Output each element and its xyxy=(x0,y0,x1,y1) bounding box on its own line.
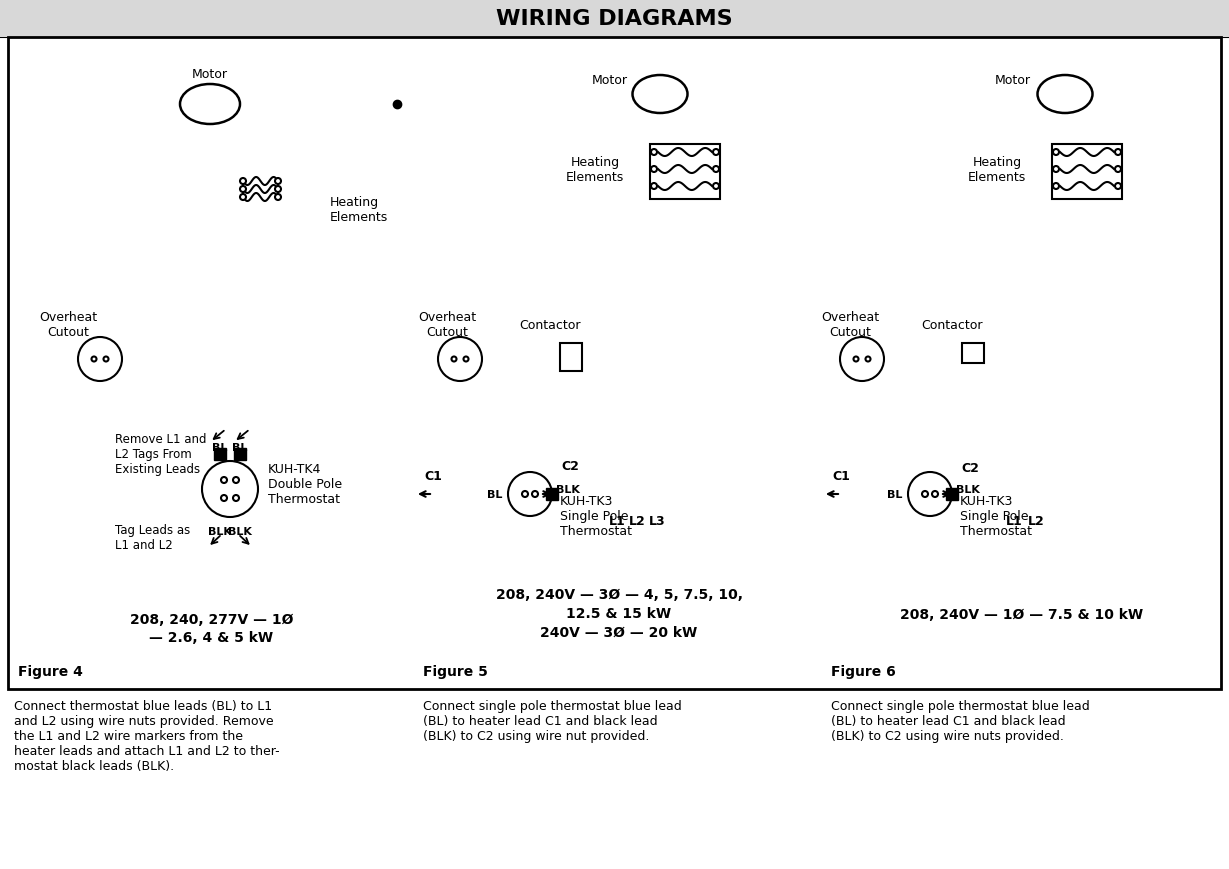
Circle shape xyxy=(240,195,246,201)
Circle shape xyxy=(91,357,97,362)
Ellipse shape xyxy=(633,76,687,114)
Circle shape xyxy=(221,495,227,501)
Ellipse shape xyxy=(179,85,240,125)
Circle shape xyxy=(275,195,281,201)
Text: BL: BL xyxy=(487,489,501,500)
Text: BL: BL xyxy=(232,442,248,453)
Circle shape xyxy=(1115,167,1121,173)
Text: Overheat
Cutout: Overheat Cutout xyxy=(821,310,879,339)
Text: WIRING DIAGRAMS: WIRING DIAGRAMS xyxy=(497,9,732,29)
Text: BL: BL xyxy=(213,442,227,453)
Circle shape xyxy=(463,357,468,362)
Text: C2: C2 xyxy=(562,460,579,473)
Text: Remove L1 and
L2 Tags From
Existing Leads: Remove L1 and L2 Tags From Existing Lead… xyxy=(116,433,206,476)
Circle shape xyxy=(1053,149,1059,156)
Text: Heating
Elements: Heating Elements xyxy=(331,196,388,223)
Text: KUH-TK3
Single Pole
Thermostat: KUH-TK3 Single Pole Thermostat xyxy=(560,495,632,538)
Text: Motor: Motor xyxy=(995,73,1031,86)
Text: Figure 6: Figure 6 xyxy=(831,664,896,678)
Text: Connect thermostat blue leads (BL) to L1
and L2 using wire nuts provided. Remove: Connect thermostat blue leads (BL) to L1… xyxy=(14,700,280,773)
Text: Connect single pole thermostat blue lead
(BL) to heater lead C1 and black lead
(: Connect single pole thermostat blue lead… xyxy=(831,700,1090,742)
Text: 12.5 & 15 kW: 12.5 & 15 kW xyxy=(567,607,671,620)
Circle shape xyxy=(908,473,952,516)
Bar xyxy=(9,38,1220,689)
Text: C2: C2 xyxy=(961,461,980,474)
Text: L1: L1 xyxy=(1005,515,1023,527)
Circle shape xyxy=(77,338,122,381)
Circle shape xyxy=(651,149,658,156)
Circle shape xyxy=(1053,167,1059,173)
Circle shape xyxy=(240,179,246,185)
Circle shape xyxy=(865,357,870,362)
Text: 208, 240V — 1Ø — 7.5 & 10 kW: 208, 240V — 1Ø — 7.5 & 10 kW xyxy=(901,607,1143,621)
Text: Contactor: Contactor xyxy=(922,319,983,332)
Circle shape xyxy=(234,477,238,483)
Text: Figure 5: Figure 5 xyxy=(423,664,488,678)
Circle shape xyxy=(275,187,281,193)
Text: BLK: BLK xyxy=(556,484,580,494)
Circle shape xyxy=(522,492,528,497)
Bar xyxy=(560,343,583,372)
Circle shape xyxy=(839,338,884,381)
Text: Heating
Elements: Heating Elements xyxy=(565,156,624,183)
Circle shape xyxy=(103,357,108,362)
Circle shape xyxy=(713,149,719,156)
Text: BL: BL xyxy=(886,489,902,500)
Bar xyxy=(962,343,984,363)
Text: BLK: BLK xyxy=(956,484,980,494)
Circle shape xyxy=(234,495,238,501)
Text: 208, 240V — 3Ø — 4, 5, 7.5, 10,: 208, 240V — 3Ø — 4, 5, 7.5, 10, xyxy=(495,587,742,601)
Text: 208, 240, 277V — 1Ø: 208, 240, 277V — 1Ø xyxy=(130,613,294,627)
Circle shape xyxy=(651,183,658,189)
Text: BLK: BLK xyxy=(229,527,252,536)
Circle shape xyxy=(713,167,719,173)
Circle shape xyxy=(438,338,482,381)
Circle shape xyxy=(713,183,719,189)
Text: L2: L2 xyxy=(628,515,645,527)
Circle shape xyxy=(1115,149,1121,156)
Circle shape xyxy=(922,492,928,497)
Circle shape xyxy=(221,477,227,483)
Text: KUH-TK4
Double Pole
Thermostat: KUH-TK4 Double Pole Thermostat xyxy=(268,463,342,506)
Circle shape xyxy=(508,473,552,516)
Text: BLK: BLK xyxy=(208,527,232,536)
Bar xyxy=(1052,145,1122,200)
Circle shape xyxy=(1053,183,1059,189)
Circle shape xyxy=(532,492,538,497)
Text: Tag Leads as
L1 and L2: Tag Leads as L1 and L2 xyxy=(116,523,190,551)
Bar xyxy=(650,145,720,200)
Text: L2: L2 xyxy=(1027,515,1045,527)
Circle shape xyxy=(853,357,859,362)
Circle shape xyxy=(1115,183,1121,189)
Text: L3: L3 xyxy=(649,515,665,527)
Text: — 2.6, 4 & 5 kW: — 2.6, 4 & 5 kW xyxy=(150,630,274,644)
Text: 240V — 3Ø — 20 kW: 240V — 3Ø — 20 kW xyxy=(541,626,698,640)
Circle shape xyxy=(202,461,258,517)
Text: L1: L1 xyxy=(608,515,626,527)
Text: Motor: Motor xyxy=(592,73,628,86)
Ellipse shape xyxy=(1037,76,1093,114)
Circle shape xyxy=(240,187,246,193)
Text: Overheat
Cutout: Overheat Cutout xyxy=(418,310,476,339)
Text: C1: C1 xyxy=(832,469,850,482)
Circle shape xyxy=(451,357,456,362)
Text: KUH-TK3
Single Pole
Thermostat: KUH-TK3 Single Pole Thermostat xyxy=(960,495,1032,538)
Text: Heating
Elements: Heating Elements xyxy=(968,156,1026,183)
Text: Contactor: Contactor xyxy=(519,319,581,332)
Bar xyxy=(0,0,1229,38)
Text: Figure 4: Figure 4 xyxy=(18,664,82,678)
Text: Connect single pole thermostat blue lead
(BL) to heater lead C1 and black lead
(: Connect single pole thermostat blue lead… xyxy=(423,700,682,742)
Text: Motor: Motor xyxy=(192,69,229,82)
Circle shape xyxy=(651,167,658,173)
Circle shape xyxy=(932,492,938,497)
Circle shape xyxy=(275,179,281,185)
Text: Overheat
Cutout: Overheat Cutout xyxy=(39,310,97,339)
Text: C1: C1 xyxy=(424,469,442,482)
